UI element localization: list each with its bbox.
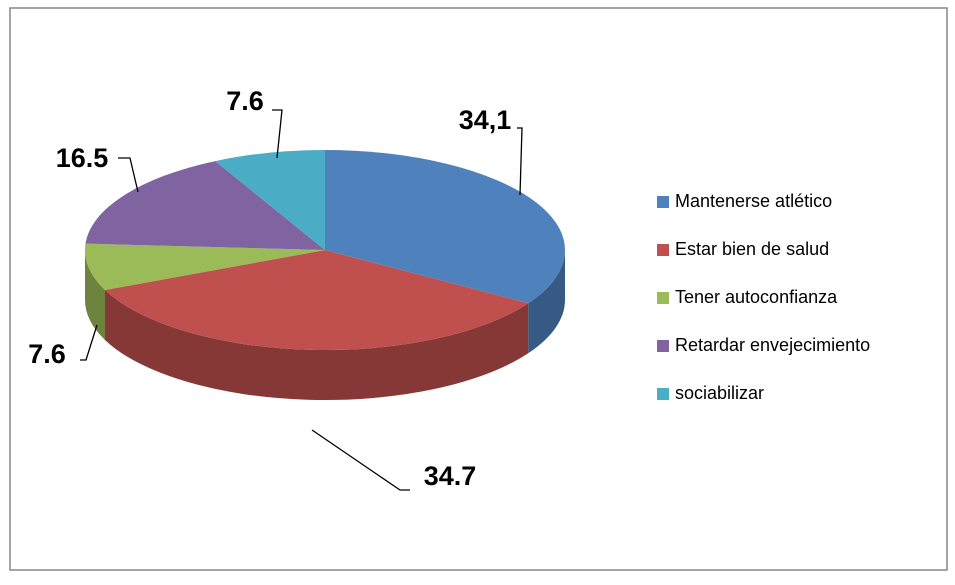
pie-side <box>528 250 565 354</box>
pie-slice <box>85 243 325 290</box>
pie-side <box>104 289 529 400</box>
leader-line <box>80 324 98 361</box>
pie-slice <box>104 250 529 350</box>
legend-swatch <box>657 340 669 352</box>
data-label: 34.7 <box>424 461 477 491</box>
legend-swatch <box>657 388 669 400</box>
leader-line <box>272 109 283 159</box>
data-label: 34,1 <box>459 105 512 135</box>
legend-label: sociabilizar <box>675 383 764 403</box>
leader-line <box>517 127 523 196</box>
pie-slice <box>85 161 325 250</box>
data-label: 7.6 <box>28 339 66 369</box>
legend-swatch <box>657 196 669 208</box>
legend-swatch <box>657 244 669 256</box>
legend-label: Tener autoconfianza <box>675 287 838 307</box>
legend-label: Retardar envejecimiento <box>675 335 870 355</box>
legend-label: Mantenerse atlético <box>675 191 832 211</box>
data-label: 16.5 <box>56 143 109 173</box>
pie-slice <box>325 150 565 304</box>
pie-side <box>85 250 105 340</box>
data-label: 7.6 <box>226 86 264 116</box>
legend-swatch <box>657 292 669 304</box>
pie-slice <box>215 150 325 250</box>
leader-line <box>311 429 410 491</box>
leader-line <box>118 157 139 193</box>
legend-label: Estar bien de salud <box>675 239 829 259</box>
